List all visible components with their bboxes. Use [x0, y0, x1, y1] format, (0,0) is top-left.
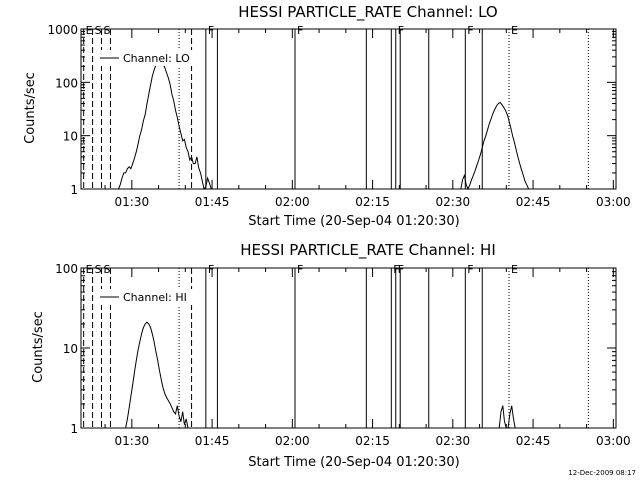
x-tick-label: 03:00: [596, 434, 631, 448]
event-marker-label: F: [208, 263, 214, 276]
x-tick-label: 03:00: [596, 195, 631, 209]
legend: Channel: LO: [97, 50, 201, 66]
timestamp-label: 12-Dec-2009 08:17: [568, 469, 636, 477]
event-marker-label: F: [467, 24, 473, 37]
chart-panel-lo: HESSI PARTICLE_RATE Channel: LO Start Ti…: [23, 3, 631, 229]
event-marker-label: F: [208, 24, 214, 37]
y-tick-label: 1: [70, 183, 78, 197]
event-marker-label: F: [398, 24, 404, 37]
series-line: [125, 321, 189, 429]
x-tick-label: 01:45: [195, 434, 230, 448]
event-marker-label: S: [104, 263, 111, 276]
y-axis-label: Counts/sec: [31, 311, 46, 383]
y-tick-label: 100: [55, 76, 78, 90]
plot-frame: [80, 28, 617, 190]
event-marker-label: F: [393, 263, 399, 276]
y-tick-label: 10: [63, 342, 78, 356]
legend-background: [97, 289, 201, 305]
event-marker-label: E: [511, 24, 518, 37]
y-tick-label: 100: [55, 262, 78, 276]
event-marker-label: F: [297, 263, 303, 276]
event-marker-label: F: [398, 263, 404, 276]
y-tick-label: 1: [70, 422, 78, 436]
x-tick-label: 02:00: [275, 434, 310, 448]
legend: Channel: HI: [97, 289, 201, 305]
x-tick-label: 01:45: [195, 195, 230, 209]
series-line: [118, 59, 213, 191]
legend-entry: Channel: HI: [123, 291, 187, 304]
x-tick-label: 02:15: [355, 434, 390, 448]
series-line: [498, 405, 516, 429]
chart-title: HESSI PARTICLE_RATE Channel: LO: [238, 3, 497, 22]
event-marker-label: E: [86, 24, 93, 37]
x-tick-label: 02:45: [516, 195, 551, 209]
event-marker-label: S: [104, 24, 111, 37]
x-tick-label: 02:00: [275, 195, 310, 209]
y-tick-label: 10: [63, 130, 78, 144]
x-tick-label: 02:30: [436, 434, 471, 448]
event-marker-label: E: [511, 263, 518, 276]
event-marker-label: S: [95, 24, 102, 37]
y-tick-label: 1000: [47, 23, 78, 37]
x-tick-label: 02:45: [516, 434, 551, 448]
x-tick-label: 02:15: [355, 195, 390, 209]
event-marker-label: F: [297, 24, 303, 37]
y-axis-label: Counts/sec: [23, 72, 38, 144]
event-marker-label: E: [86, 263, 93, 276]
legend-background: [97, 50, 201, 66]
x-axis-label: Start Time (20-Sep-04 01:20:30): [248, 214, 459, 229]
x-tick-label: 01:30: [115, 434, 150, 448]
x-tick-label: 01:30: [115, 195, 150, 209]
event-marker-label: F: [467, 263, 473, 276]
legend-entry: Channel: LO: [123, 52, 190, 65]
event-marker-label: S: [95, 263, 102, 276]
chart-panel-hi: HESSI PARTICLE_RATE Channel: HI Start Ti…: [31, 241, 631, 470]
chart-title: HESSI PARTICLE_RATE Channel: HI: [240, 241, 496, 260]
x-axis-label: Start Time (20-Sep-04 01:20:30): [248, 455, 459, 470]
x-tick-label: 02:30: [436, 195, 471, 209]
series-line: [460, 101, 533, 191]
